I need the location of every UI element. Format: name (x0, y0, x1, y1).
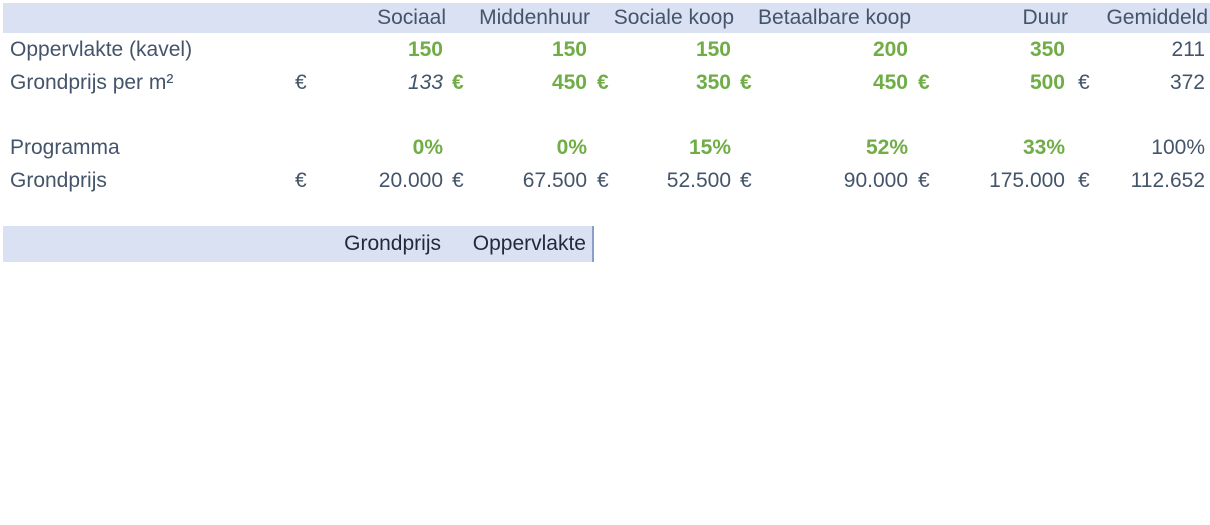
value-oppervlakte-sociale-koop: 150 (695, 38, 731, 61)
column-header-sociaal: Sociaal (377, 6, 446, 29)
value-gpm2-duur: 500 (1029, 71, 1065, 94)
euro-symbol: € (295, 71, 307, 94)
cell-programma-betaalbare-koop: 52% (740, 131, 908, 164)
euro-symbol: € (452, 71, 464, 94)
value-gpm2-gemiddeld: 372 (1169, 71, 1205, 94)
value-grondprijs-middenhuur: 67.500 (522, 169, 587, 192)
euro-symbol: € (740, 71, 752, 94)
column-header-middenhuur: Middenhuur (479, 6, 590, 29)
value-programma-gemiddeld: 100% (1151, 136, 1205, 159)
value-programma-sociaal: 0% (412, 136, 443, 159)
cell-oppervlakte-sociale-koop: 150 (597, 33, 731, 66)
cell-grondprijs-sociaal: € 20.000 (295, 164, 443, 197)
cell-oppervlakte-betaalbare-koop: 200 (740, 33, 908, 66)
value-oppervlakte-sociaal: 150 (407, 38, 443, 61)
cell-oppervlakte-middenhuur: 150 (452, 33, 587, 66)
value-programma-duur: 33% (1022, 136, 1065, 159)
euro-symbol: € (295, 169, 307, 192)
value-oppervlakte-betaalbare-koop: 200 (872, 38, 908, 61)
euro-symbol: € (1078, 71, 1090, 94)
sub-header-grondprijs: Grondprijs (344, 232, 441, 255)
value-oppervlakte-middenhuur: 150 (551, 38, 587, 61)
row-label-programma: Programma (10, 136, 120, 159)
sub-header-band: Grondprijs Oppervlakte (3, 226, 594, 262)
row-grondprijs: Grondprijs € 20.000 € 67.500 € 52.500 € … (0, 164, 1210, 197)
value-gpm2-sociale-koop: 350 (695, 71, 731, 94)
cell-programma-sociaal: 0% (295, 131, 443, 164)
cell-gpm2-betaalbare-koop: € 450 (740, 66, 908, 99)
row-grondprijs-per-m2: Grondprijs per m² € 133 € 450 € 350 € 45… (0, 66, 1210, 99)
cell-programma-sociale-koop: 15% (597, 131, 731, 164)
cell-grondprijs-middenhuur: € 67.500 (452, 164, 587, 197)
cell-oppervlakte-sociaal: 150 (295, 33, 443, 66)
euro-symbol: € (597, 71, 609, 94)
column-header-band: Sociaal Middenhuur Sociale koop Betaalba… (3, 3, 1210, 33)
row-label-oppervlakte: Oppervlakte (kavel) (10, 38, 193, 61)
row-programma: Programma 0% 0% 15% 52% 33% 100% (0, 131, 1210, 164)
euro-symbol: € (452, 169, 464, 192)
column-header-sociale-koop: Sociale koop (613, 6, 734, 29)
cell-programma-middenhuur: 0% (452, 131, 587, 164)
value-oppervlakte-gemiddeld: 211 (1171, 38, 1205, 61)
column-header-betaalbare-koop: Betaalbare koop (758, 6, 911, 29)
column-header-gemiddeld: Gemiddeld (1106, 6, 1208, 29)
value-programma-betaalbare-koop: 52% (865, 136, 908, 159)
cell-gpm2-sociaal: € 133 (295, 66, 443, 99)
cell-gpm2-sociale-koop: € 350 (597, 66, 731, 99)
value-gpm2-sociaal: 133 (407, 71, 443, 94)
euro-symbol: € (597, 169, 609, 192)
value-grondprijs-gemiddeld: 112.652 (1130, 169, 1205, 192)
cell-gpm2-duur: € 500 (918, 66, 1065, 99)
cell-grondprijs-sociale-koop: € 52.500 (597, 164, 731, 197)
value-programma-sociale-koop: 15% (688, 136, 731, 159)
euro-symbol: € (918, 169, 930, 192)
euro-symbol: € (740, 169, 752, 192)
cell-grondprijs-gemiddeld: € 112.652 (1078, 164, 1205, 197)
value-gpm2-middenhuur: 450 (551, 71, 587, 94)
euro-symbol: € (918, 71, 930, 94)
cell-oppervlakte-duur: 350 (918, 33, 1065, 66)
value-grondprijs-sociale-koop: 52.500 (666, 169, 731, 192)
column-header-duur: Duur (1022, 6, 1068, 29)
value-programma-middenhuur: 0% (556, 136, 587, 159)
cell-grondprijs-betaalbare-koop: € 90.000 (740, 164, 908, 197)
sub-header-oppervlakte: Oppervlakte (472, 232, 586, 255)
cell-programma-gemiddeld: 100% (1078, 131, 1205, 164)
value-oppervlakte-duur: 350 (1029, 38, 1065, 61)
cell-gpm2-middenhuur: € 450 (452, 66, 587, 99)
row-oppervlakte-kavel: Oppervlakte (kavel) 150 150 150 200 350 … (0, 33, 1210, 66)
cell-grondprijs-duur: € 175.000 (918, 164, 1065, 197)
cell-programma-duur: 33% (918, 131, 1065, 164)
row-label-grondprijs: Grondprijs (10, 169, 107, 192)
value-grondprijs-sociaal: 20.000 (378, 169, 443, 192)
cell-gpm2-gemiddeld: € 372 (1078, 66, 1205, 99)
value-grondprijs-duur: 175.000 (989, 169, 1065, 192)
row-label-grondprijs-per-m2: Grondprijs per m² (10, 71, 174, 94)
value-gpm2-betaalbare-koop: 450 (872, 71, 908, 94)
cell-oppervlakte-gemiddeld: 211 (1078, 33, 1205, 66)
value-grondprijs-betaalbare-koop: 90.000 (843, 169, 908, 192)
euro-symbol: € (1078, 169, 1090, 192)
